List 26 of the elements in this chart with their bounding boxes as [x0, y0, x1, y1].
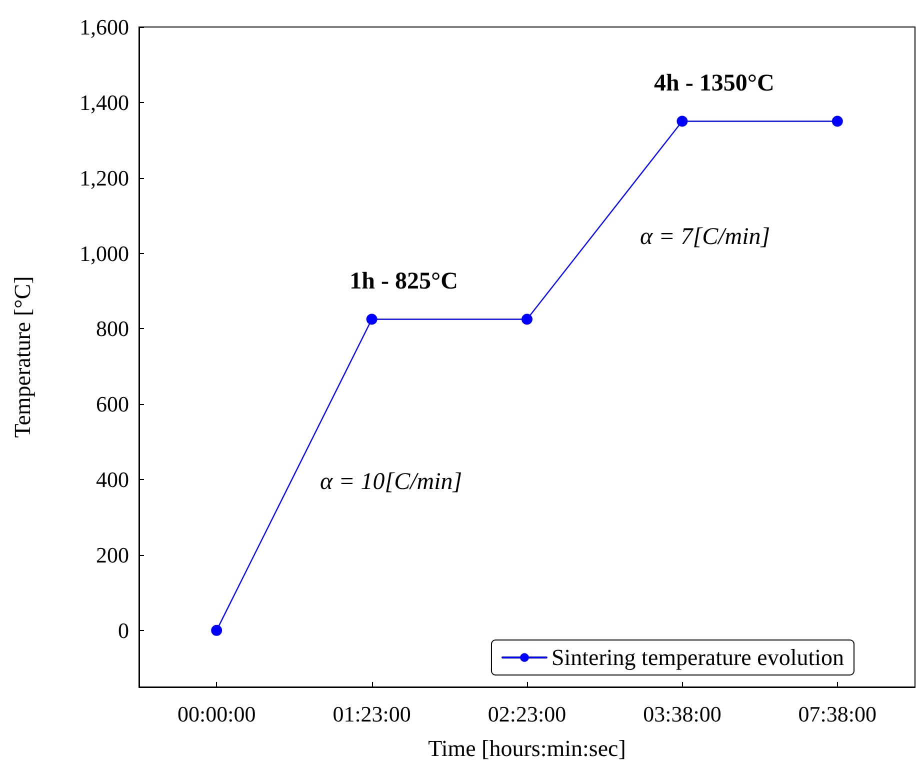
- y-tick-label: 1,600: [80, 14, 129, 40]
- point: [676, 116, 688, 127]
- y-tick-label: 200: [96, 542, 129, 568]
- y-tick-label: 400: [96, 467, 129, 492]
- y-tick-label: 0: [118, 618, 129, 643]
- y-tick-label: 1,400: [80, 90, 129, 115]
- point: [366, 314, 378, 325]
- y-tick-label: 800: [96, 316, 129, 342]
- annotation: 4h - 1350°C: [654, 70, 774, 96]
- legend-label: Sintering temperature evolution: [551, 645, 844, 670]
- x-tick-label: 07:38:00: [798, 702, 877, 726]
- y-tick-label: 600: [96, 392, 129, 417]
- annotation: α = 7[C/min]: [640, 224, 770, 250]
- annotation: 1h - 825°C: [350, 268, 458, 294]
- x-axis-title: Time [hours:min:sec]: [428, 736, 626, 761]
- point: [832, 116, 843, 127]
- point: [211, 624, 222, 636]
- x-tick-label: 01:23:00: [332, 702, 411, 726]
- y-tick-label: 1,200: [80, 165, 129, 190]
- x-tick-label: 03:38:00: [643, 702, 722, 726]
- y-tick-label: 1,000: [80, 240, 129, 266]
- x-tick-label: 00:00:00: [177, 702, 256, 726]
- x-tick-label: 02:23:00: [488, 702, 566, 726]
- annotation: α = 10[C/min]: [320, 469, 462, 495]
- y-axis-title: Temperature [°C]: [10, 276, 35, 438]
- point: [522, 314, 532, 325]
